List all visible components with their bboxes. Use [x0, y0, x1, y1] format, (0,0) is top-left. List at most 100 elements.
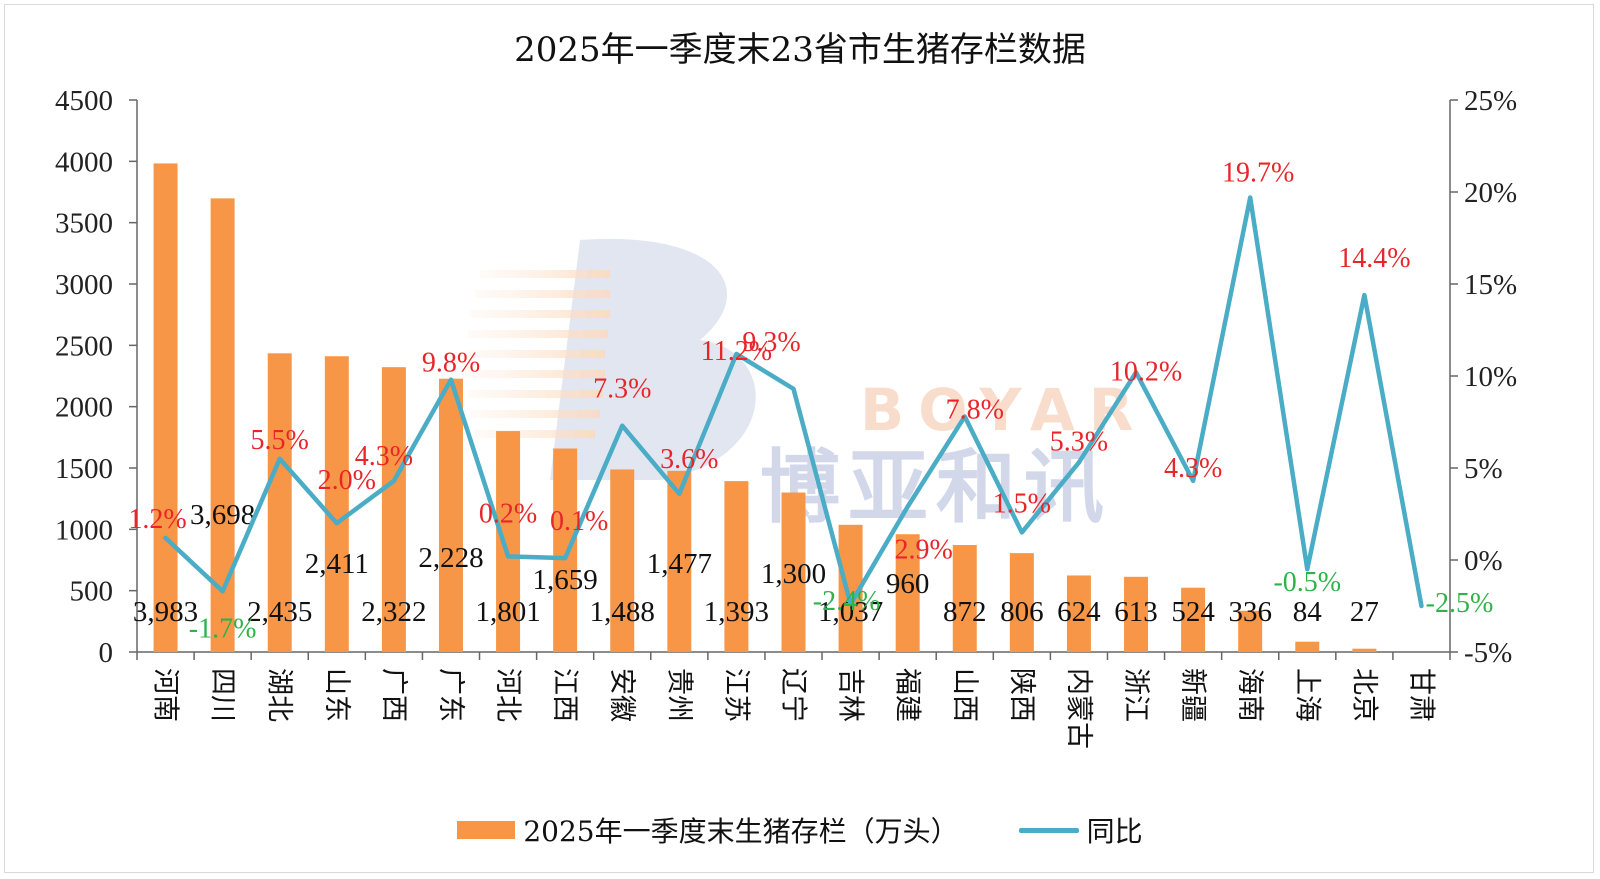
- bar-江苏: [724, 481, 749, 652]
- yoy-value-label: 5.5%: [251, 425, 309, 456]
- legend-item-line: 同比: [1018, 810, 1143, 850]
- yoy-point: [1134, 370, 1138, 374]
- bar-浙江: [1124, 576, 1149, 652]
- bar-value-label: 872: [943, 596, 987, 628]
- category-label: 辽宁: [778, 668, 809, 722]
- category-label: 浙江: [1120, 668, 1151, 722]
- yoy-point: [1077, 460, 1081, 464]
- yoy-value-label: 1.5%: [993, 488, 1051, 519]
- bar-value-label: 806: [1000, 596, 1044, 628]
- bar-上海: [1295, 641, 1320, 652]
- yoy-value-label: 10.2%: [1110, 356, 1182, 387]
- category-label: 海南: [1234, 668, 1265, 722]
- bar-value-label: 960: [886, 568, 930, 600]
- y-right-tick-label: -5%: [1464, 637, 1512, 669]
- y-left-tick-label: 500: [70, 576, 114, 608]
- y-left-tick-label: 2500: [55, 330, 113, 362]
- category-label: 湖北: [264, 668, 295, 722]
- y-left-tick-label: 3500: [55, 208, 113, 240]
- category-label: 山西: [949, 668, 980, 722]
- bar-山西: [952, 545, 977, 652]
- bar-海南: [1238, 610, 1263, 652]
- category-label: 河南: [150, 668, 181, 722]
- y-left-tick-label: 1000: [55, 514, 113, 546]
- yoy-point: [734, 352, 738, 356]
- y-right-tick-label: 0%: [1464, 545, 1503, 577]
- yoy-point: [392, 479, 396, 483]
- category-label: 上海: [1291, 668, 1322, 722]
- bar-四川: [210, 198, 235, 652]
- category-label: 吉林: [835, 668, 866, 722]
- bar-北京: [1352, 648, 1377, 652]
- bar-value-label: 524: [1171, 596, 1215, 628]
- yoy-value-label: 9.3%: [742, 327, 800, 358]
- bar-广西: [381, 367, 406, 652]
- y-left-tick-label: 0: [99, 637, 114, 669]
- bar-value-label: 1,393: [704, 596, 769, 628]
- yoy-value-label: -1.7%: [189, 613, 257, 644]
- bar-value-label: 613: [1114, 596, 1158, 628]
- category-label: 河北: [492, 668, 523, 722]
- bar-value-label: 3,983: [133, 596, 198, 628]
- bar-贵州: [667, 470, 692, 652]
- bar-内蒙古: [1066, 575, 1091, 652]
- legend-bar-swatch: [457, 821, 516, 839]
- bar-value-label: 2,435: [247, 596, 312, 628]
- category-label: 江苏: [720, 668, 751, 722]
- bar-value-label: 1,659: [533, 564, 598, 596]
- bar-value-label: 2,411: [305, 548, 369, 580]
- bar-value-label: 1,477: [647, 548, 712, 580]
- chart-title: 2025年一季度末23省市生猪存栏数据: [514, 30, 1086, 70]
- bar-value-label: 27: [1350, 596, 1379, 628]
- yoy-value-label: 3.6%: [660, 444, 718, 475]
- category-label: 甘肃: [1405, 668, 1436, 722]
- yoy-value-label: 0.1%: [550, 506, 608, 537]
- y-left-tick-label: 4500: [55, 85, 113, 117]
- bar-安徽: [610, 469, 635, 652]
- yoy-value-label: 14.4%: [1338, 243, 1410, 274]
- boyar-watermark-logo: BOYAR 博亚和讯: [465, 238, 1147, 530]
- bar-value-label: 1,801: [475, 596, 540, 628]
- yoy-point: [1191, 479, 1195, 483]
- bar-山东: [324, 356, 349, 652]
- bar-value-label: 624: [1057, 596, 1101, 628]
- bar-湖北: [267, 353, 292, 652]
- bar-value-label: 2,322: [361, 596, 426, 628]
- category-label: 内蒙古: [1063, 668, 1094, 749]
- y-right-tick-label: 5%: [1464, 453, 1503, 485]
- yoy-point: [963, 414, 967, 418]
- yoy-value-label: 4.3%: [1164, 453, 1222, 484]
- y-right-tick-label: 15%: [1464, 269, 1517, 301]
- bar-河北: [496, 431, 521, 652]
- yoy-value-label: 9.8%: [422, 348, 480, 379]
- legend: 2025年一季度末生猪存栏（万头） 同比: [0, 810, 1600, 850]
- legend-bar-label: 2025年一季度末生猪存栏（万头）: [523, 815, 959, 848]
- yoy-value-label: 11.2%: [701, 336, 772, 367]
- yoy-point: [677, 492, 681, 496]
- y-right-tick-label: 25%: [1464, 85, 1517, 117]
- bar-江西: [553, 448, 578, 652]
- bar-value-label: 2,228: [418, 542, 483, 574]
- bar-value-label: 84: [1293, 596, 1323, 628]
- yoy-point: [1020, 530, 1024, 534]
- yoy-point: [506, 554, 510, 558]
- yoy-value-label: 19.7%: [1222, 158, 1294, 189]
- yoy-point: [335, 521, 339, 525]
- yoy-value-label: -2.4%: [813, 586, 881, 617]
- yoy-point: [1248, 196, 1252, 200]
- bar-福建: [895, 534, 920, 652]
- yoy-point: [278, 457, 282, 461]
- category-label: 广东: [435, 668, 466, 722]
- watermark-text: BOYAR: [860, 376, 1147, 444]
- yoy-point: [449, 378, 453, 382]
- category-label: 陕西: [1006, 668, 1037, 722]
- yoy-point: [563, 556, 567, 560]
- yoy-point: [906, 505, 910, 509]
- bar-陕西: [1009, 553, 1034, 652]
- yoy-value-label: 2.0%: [318, 465, 376, 496]
- legend-line-label: 同比: [1086, 815, 1143, 848]
- yoy-value-label: 5.3%: [1050, 426, 1108, 457]
- y-left-tick-label: 1500: [55, 453, 113, 485]
- yoy-value-label: 7.3%: [593, 374, 651, 405]
- bar-value-label: 336: [1228, 596, 1272, 628]
